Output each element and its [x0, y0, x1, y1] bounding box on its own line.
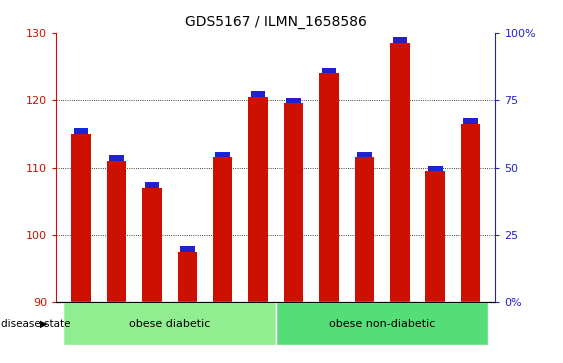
Bar	[392, 37, 407, 43]
Text: disease state: disease state	[1, 319, 70, 329]
Bar	[177, 252, 197, 302]
Bar	[321, 68, 336, 73]
Bar	[180, 246, 195, 252]
Bar	[390, 43, 409, 302]
Bar	[72, 134, 91, 302]
Bar	[284, 103, 303, 302]
Bar	[142, 188, 162, 302]
Bar	[461, 124, 480, 302]
Text: obese non-diabetic: obese non-diabetic	[329, 319, 435, 329]
Bar	[213, 158, 233, 302]
Text: ▶: ▶	[40, 319, 47, 329]
Bar	[145, 182, 159, 188]
Bar	[463, 118, 478, 124]
Bar	[357, 152, 372, 158]
Bar	[216, 152, 230, 158]
Bar	[107, 161, 126, 302]
Bar	[248, 97, 268, 302]
Text: obese diabetic: obese diabetic	[129, 319, 211, 329]
Bar	[251, 91, 266, 97]
Bar	[428, 166, 443, 171]
Bar	[64, 302, 276, 345]
Bar	[74, 129, 88, 134]
Bar	[276, 302, 488, 345]
Bar	[286, 98, 301, 103]
Bar	[319, 73, 339, 302]
Bar	[426, 171, 445, 302]
Bar	[109, 155, 124, 161]
Bar	[355, 158, 374, 302]
Title: GDS5167 / ILMN_1658586: GDS5167 / ILMN_1658586	[185, 15, 367, 29]
